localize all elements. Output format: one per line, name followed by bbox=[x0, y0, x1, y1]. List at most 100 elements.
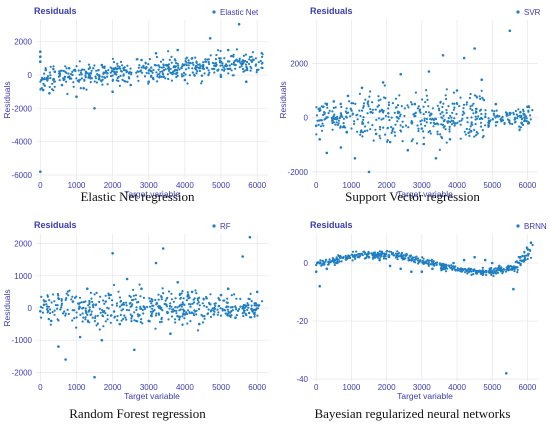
data-point bbox=[473, 255, 476, 259]
data-point bbox=[40, 87, 43, 90]
data-point bbox=[434, 123, 437, 126]
data-point bbox=[168, 58, 171, 62]
data-point bbox=[145, 71, 148, 74]
data-point bbox=[359, 114, 362, 118]
data-point bbox=[53, 70, 57, 73]
data-point bbox=[185, 299, 188, 302]
data-point bbox=[164, 299, 167, 302]
data-point bbox=[80, 301, 83, 304]
data-point bbox=[53, 85, 56, 88]
data-point bbox=[152, 68, 155, 72]
data-point bbox=[96, 322, 99, 325]
y-tick-label: -2000 bbox=[12, 104, 33, 113]
data-point bbox=[125, 301, 128, 304]
data-point bbox=[527, 122, 530, 125]
data-point bbox=[95, 69, 98, 72]
data-point bbox=[403, 114, 406, 118]
data-point bbox=[56, 304, 59, 307]
data-point bbox=[393, 131, 396, 134]
data-point bbox=[382, 109, 385, 112]
data-point bbox=[239, 297, 242, 300]
data-point bbox=[39, 309, 42, 313]
data-point bbox=[361, 135, 364, 138]
data-point bbox=[155, 71, 158, 74]
data-point bbox=[39, 88, 42, 91]
data-point bbox=[227, 305, 230, 308]
data-point bbox=[115, 302, 119, 305]
data-point bbox=[193, 297, 196, 300]
data-point bbox=[529, 249, 532, 252]
data-point bbox=[207, 58, 210, 61]
data-point bbox=[327, 263, 330, 266]
data-point bbox=[195, 65, 198, 68]
data-point bbox=[147, 80, 150, 83]
y-tick-label: -1000 bbox=[12, 336, 33, 345]
data-point bbox=[356, 118, 359, 121]
data-point bbox=[316, 262, 319, 265]
data-point bbox=[253, 315, 256, 318]
data-point bbox=[369, 111, 372, 114]
data-point bbox=[120, 319, 123, 322]
data-point bbox=[119, 60, 123, 64]
data-point bbox=[181, 323, 184, 326]
data-point bbox=[63, 310, 66, 313]
data-point bbox=[431, 267, 434, 271]
data-point bbox=[66, 92, 69, 96]
data-point bbox=[515, 266, 518, 269]
data-point bbox=[89, 81, 92, 84]
data-point bbox=[82, 301, 85, 304]
data-point bbox=[185, 312, 189, 315]
data-point bbox=[363, 250, 366, 253]
data-point bbox=[151, 307, 154, 310]
data-point bbox=[261, 55, 264, 59]
data-point bbox=[134, 294, 138, 297]
data-point bbox=[450, 266, 453, 269]
data-point bbox=[40, 78, 43, 82]
data-point bbox=[230, 54, 233, 58]
data-point bbox=[518, 129, 521, 132]
data-point bbox=[167, 67, 170, 70]
data-point bbox=[137, 66, 140, 69]
data-point bbox=[109, 293, 112, 297]
data-point bbox=[448, 264, 451, 267]
data-point bbox=[64, 358, 67, 361]
data-point bbox=[400, 105, 403, 108]
data-point bbox=[129, 305, 132, 308]
data-point bbox=[94, 315, 97, 318]
data-point bbox=[321, 260, 324, 263]
data-point bbox=[87, 304, 90, 307]
data-point bbox=[75, 95, 78, 98]
data-point bbox=[121, 308, 125, 311]
data-point bbox=[356, 130, 359, 133]
data-point bbox=[118, 322, 122, 326]
data-point bbox=[402, 254, 405, 257]
data-point bbox=[176, 69, 179, 72]
data-point bbox=[93, 293, 96, 296]
data-point bbox=[378, 258, 381, 262]
data-point bbox=[471, 123, 474, 126]
data-point bbox=[353, 253, 356, 257]
data-point bbox=[190, 290, 194, 294]
data-point bbox=[367, 121, 370, 124]
data-point bbox=[44, 68, 48, 72]
data-point bbox=[335, 121, 338, 124]
x-tick-label: 4000 bbox=[448, 383, 466, 392]
data-point bbox=[138, 283, 141, 286]
data-point bbox=[443, 125, 446, 128]
data-point bbox=[223, 57, 226, 60]
data-point bbox=[96, 314, 99, 317]
data-point bbox=[261, 53, 264, 56]
data-point bbox=[165, 63, 169, 67]
data-point bbox=[317, 119, 320, 122]
data-point bbox=[154, 261, 158, 265]
data-point bbox=[491, 272, 494, 275]
data-point bbox=[362, 106, 365, 109]
data-point bbox=[444, 128, 447, 131]
data-point bbox=[133, 311, 136, 314]
data-point bbox=[349, 115, 352, 118]
data-point bbox=[522, 110, 525, 113]
data-point bbox=[332, 100, 336, 103]
data-point bbox=[515, 113, 518, 116]
data-point bbox=[111, 70, 114, 73]
data-point bbox=[390, 250, 393, 254]
